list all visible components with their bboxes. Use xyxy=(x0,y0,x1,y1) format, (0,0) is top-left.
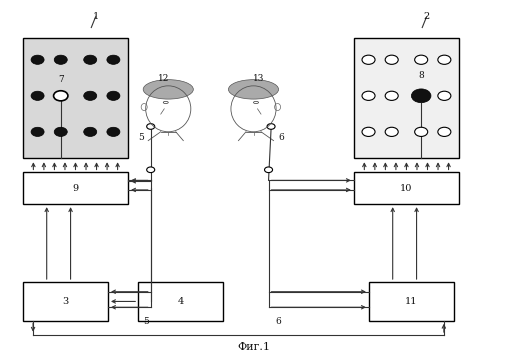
Circle shape xyxy=(362,127,375,136)
Circle shape xyxy=(84,127,97,136)
Bar xyxy=(369,282,454,321)
Circle shape xyxy=(54,127,67,136)
Text: 6: 6 xyxy=(276,317,281,326)
Circle shape xyxy=(438,91,451,101)
Circle shape xyxy=(415,127,428,136)
Text: Фиг.1: Фиг.1 xyxy=(237,342,270,353)
Text: 10: 10 xyxy=(400,184,413,193)
Bar xyxy=(354,172,459,204)
Ellipse shape xyxy=(143,80,193,99)
Circle shape xyxy=(438,55,451,64)
Circle shape xyxy=(107,55,120,64)
Circle shape xyxy=(54,55,67,64)
Circle shape xyxy=(267,123,275,129)
Circle shape xyxy=(107,127,120,136)
Circle shape xyxy=(84,91,97,101)
Bar xyxy=(23,38,128,158)
Text: 13: 13 xyxy=(253,74,264,83)
Circle shape xyxy=(147,167,155,173)
Text: 2: 2 xyxy=(423,13,429,22)
Bar xyxy=(354,38,459,158)
Circle shape xyxy=(362,91,375,101)
Circle shape xyxy=(411,89,431,103)
Bar xyxy=(23,282,108,321)
Text: 3: 3 xyxy=(62,297,68,306)
Text: 9: 9 xyxy=(73,184,79,193)
Circle shape xyxy=(385,55,398,64)
Circle shape xyxy=(362,55,375,64)
Circle shape xyxy=(84,55,97,64)
Text: 6: 6 xyxy=(278,132,284,141)
Bar xyxy=(138,282,224,321)
Circle shape xyxy=(415,55,428,64)
Text: 11: 11 xyxy=(405,297,418,306)
Text: 7: 7 xyxy=(58,75,63,84)
Circle shape xyxy=(385,91,398,101)
Circle shape xyxy=(147,123,155,129)
Text: 5: 5 xyxy=(138,132,143,141)
Bar xyxy=(23,172,128,204)
Circle shape xyxy=(107,91,120,101)
Text: 1: 1 xyxy=(92,13,99,22)
Text: 5: 5 xyxy=(143,317,149,326)
Circle shape xyxy=(265,167,273,173)
Circle shape xyxy=(54,91,68,101)
Circle shape xyxy=(438,127,451,136)
Text: 4: 4 xyxy=(177,297,184,306)
Circle shape xyxy=(31,127,44,136)
Text: 8: 8 xyxy=(418,71,424,80)
Ellipse shape xyxy=(229,80,278,99)
Circle shape xyxy=(31,55,44,64)
Circle shape xyxy=(385,127,398,136)
Text: 12: 12 xyxy=(158,74,169,83)
Circle shape xyxy=(31,91,44,101)
